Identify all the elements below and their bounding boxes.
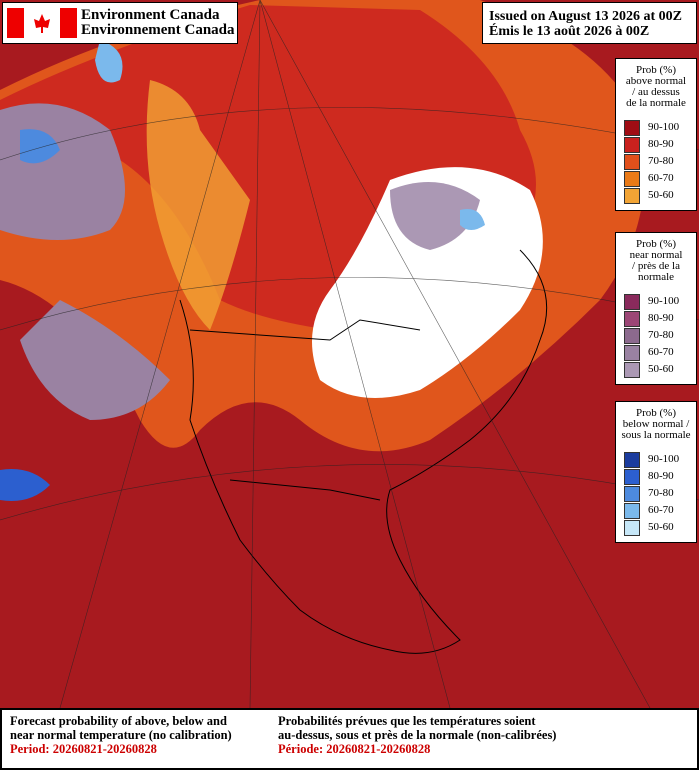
- issued-box: Issued on August 13 2026 at 00Z Émis le …: [482, 2, 697, 44]
- footer-en: Forecast probability of above, below and…: [10, 714, 278, 764]
- legend-swatch: [624, 485, 640, 502]
- legend-label: 90-100: [648, 295, 680, 307]
- legend-item: 70-80: [616, 327, 696, 344]
- legend-swatch: [624, 310, 640, 327]
- legend-label: 80-90: [648, 138, 674, 150]
- footer-fr: Probabilités prévues que les température…: [278, 714, 556, 764]
- legend-swatch: [624, 327, 640, 344]
- legend-title: sous la normale: [621, 429, 691, 441]
- legend-swatch: [624, 293, 640, 310]
- legend: Prob (%) above normal / au dessus de la nor…: [615, 58, 697, 211]
- legend-item: 90-100: [616, 293, 696, 310]
- legend-items: 90-100 80-90 70-80 60-70 50-60: [616, 119, 696, 210]
- legend-item: 50-60: [616, 361, 696, 378]
- legend-swatch: [624, 502, 640, 519]
- legend-item: 60-70: [616, 170, 696, 187]
- agency-box: Environment Canada Environnement Canada: [2, 2, 238, 44]
- legend: Prob (%) below normal / sous la normale 90-…: [615, 401, 697, 543]
- legend-items: 90-100 80-90 70-80 60-70 50-60: [616, 451, 696, 542]
- footer: Forecast probability of above, below and…: [0, 708, 699, 770]
- legend-label: 80-90: [648, 470, 674, 482]
- legend-item: 70-80: [616, 485, 696, 502]
- issued-fr: Émis le 13 août 2026 à 00Z: [489, 24, 650, 39]
- legend-label: 70-80: [648, 155, 674, 167]
- footer-en-line: Forecast probability of above, below and: [10, 714, 227, 728]
- legend-swatch: [624, 344, 640, 361]
- legend-item: 90-100: [616, 119, 696, 136]
- issued-en: Issued on August 13 2026 at 00Z: [489, 9, 682, 24]
- legend-items: 90-100 80-90 70-80 60-70 50-60: [616, 293, 696, 384]
- legend-label: 70-80: [648, 487, 674, 499]
- footer-fr-line: au-dessus, sous et près de la normale (n…: [278, 728, 557, 742]
- legend-title: near normal: [629, 249, 683, 261]
- legend-swatch: [624, 468, 640, 485]
- legend-swatch: [624, 361, 640, 378]
- legend-label: 60-70: [648, 346, 674, 358]
- legend-swatch: [624, 451, 640, 468]
- canada-flag: [7, 8, 77, 38]
- legend-title: above normal: [625, 75, 687, 87]
- legend-title: / au dessus: [632, 86, 680, 98]
- legend-label: 50-60: [648, 521, 674, 533]
- footer-period: Period: 20260821-20260828: [10, 742, 157, 756]
- legend-title: below normal /: [622, 418, 690, 430]
- footer-en-line: near normal temperature (no calibration): [10, 728, 232, 742]
- legend-swatch: [624, 153, 640, 170]
- agency-fr: Environnement Canada: [81, 22, 235, 38]
- legend-title: Prob (%): [635, 64, 677, 76]
- footer-fr-line: Probabilités prévues que les température…: [278, 714, 536, 728]
- legend-item: 50-60: [616, 519, 696, 536]
- legend-swatch: [624, 187, 640, 204]
- legend-title: normale: [637, 271, 675, 283]
- legend-title: Prob (%): [635, 238, 677, 250]
- legend-title: Prob (%): [635, 407, 677, 419]
- footer-period: Période: 20260821-20260828: [278, 742, 431, 756]
- legend-label: 60-70: [648, 504, 674, 516]
- legend-label: 90-100: [648, 453, 680, 465]
- legend-item: 60-70: [616, 344, 696, 361]
- legend: Prob (%) near normal / près de la normale 90…: [615, 232, 697, 385]
- map: [0, 0, 699, 708]
- agency-en: Environment Canada: [81, 7, 220, 23]
- legend-title: / près de la: [632, 260, 680, 272]
- legend-item: 80-90: [616, 468, 696, 485]
- legend-label: 70-80: [648, 329, 674, 341]
- legend-swatch: [624, 170, 640, 187]
- legend-item: 70-80: [616, 153, 696, 170]
- legend-item: 80-90: [616, 136, 696, 153]
- legend-swatch: [624, 519, 640, 536]
- legend-label: 50-60: [648, 189, 674, 201]
- legend-label: 80-90: [648, 312, 674, 324]
- legend-item: 80-90: [616, 310, 696, 327]
- legend-title: de la normale: [626, 97, 686, 109]
- legend-swatch: [624, 136, 640, 153]
- legend-item: 50-60: [616, 187, 696, 204]
- legend-swatch: [624, 119, 640, 136]
- legend-label: 90-100: [648, 121, 680, 133]
- legend-label: 60-70: [648, 172, 674, 184]
- legend-item: 60-70: [616, 502, 696, 519]
- legend-label: 50-60: [648, 363, 674, 375]
- legend-item: 90-100: [616, 451, 696, 468]
